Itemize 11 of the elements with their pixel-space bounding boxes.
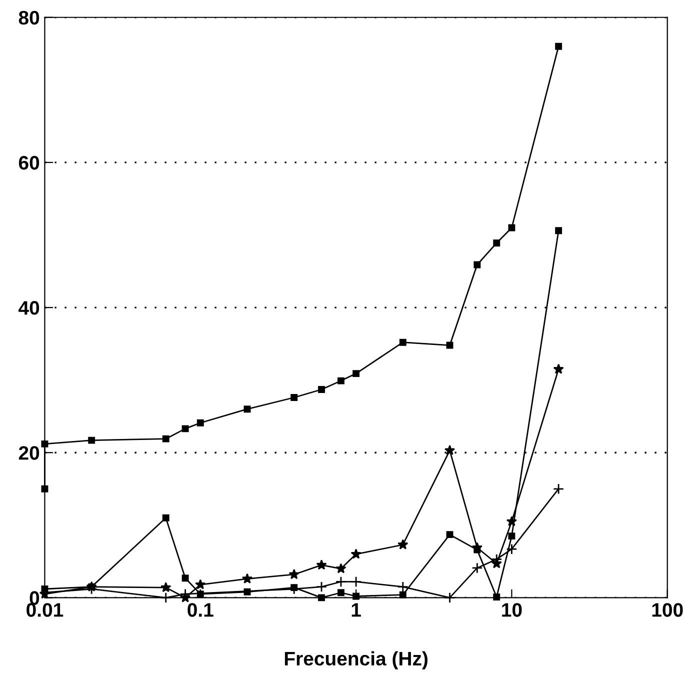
y-tick-label: 80 — [18, 10, 40, 25]
x-tick-label: 0.01 — [26, 603, 64, 617]
y-tick-label: 60 — [18, 156, 40, 170]
x-tick-label: 0.1 — [188, 603, 214, 617]
x-tick-label: 1 — [352, 603, 361, 617]
y-tick-label: 0 — [30, 591, 40, 605]
x-tick-label: 100 — [652, 603, 683, 617]
y-tick-label: 40 — [18, 301, 40, 315]
x-axis-title: Frecuencia (Hz) — [284, 651, 428, 670]
y-tick-label: 20 — [18, 446, 40, 460]
x-tick-label: 10 — [502, 603, 522, 617]
